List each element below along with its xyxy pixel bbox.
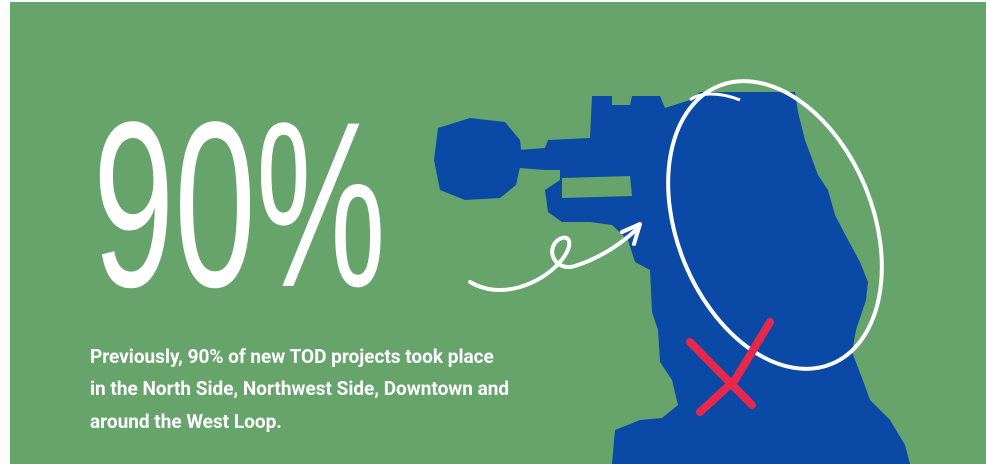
arrow-head xyxy=(620,222,642,246)
red-x xyxy=(686,318,774,416)
city-map xyxy=(434,92,910,464)
body-line: around the West Loop. xyxy=(90,410,282,433)
ellipse-stroke xyxy=(689,92,741,102)
body-line: in the North Side, Northwest Side, Downt… xyxy=(90,377,509,400)
map-ohare xyxy=(434,118,522,200)
headline: 90% xyxy=(93,72,386,336)
map-city xyxy=(518,92,910,464)
highlight-ellipse xyxy=(666,79,884,371)
arrow xyxy=(468,226,640,292)
body-line: Previously, 90% of new TOD projects took… xyxy=(90,345,494,368)
